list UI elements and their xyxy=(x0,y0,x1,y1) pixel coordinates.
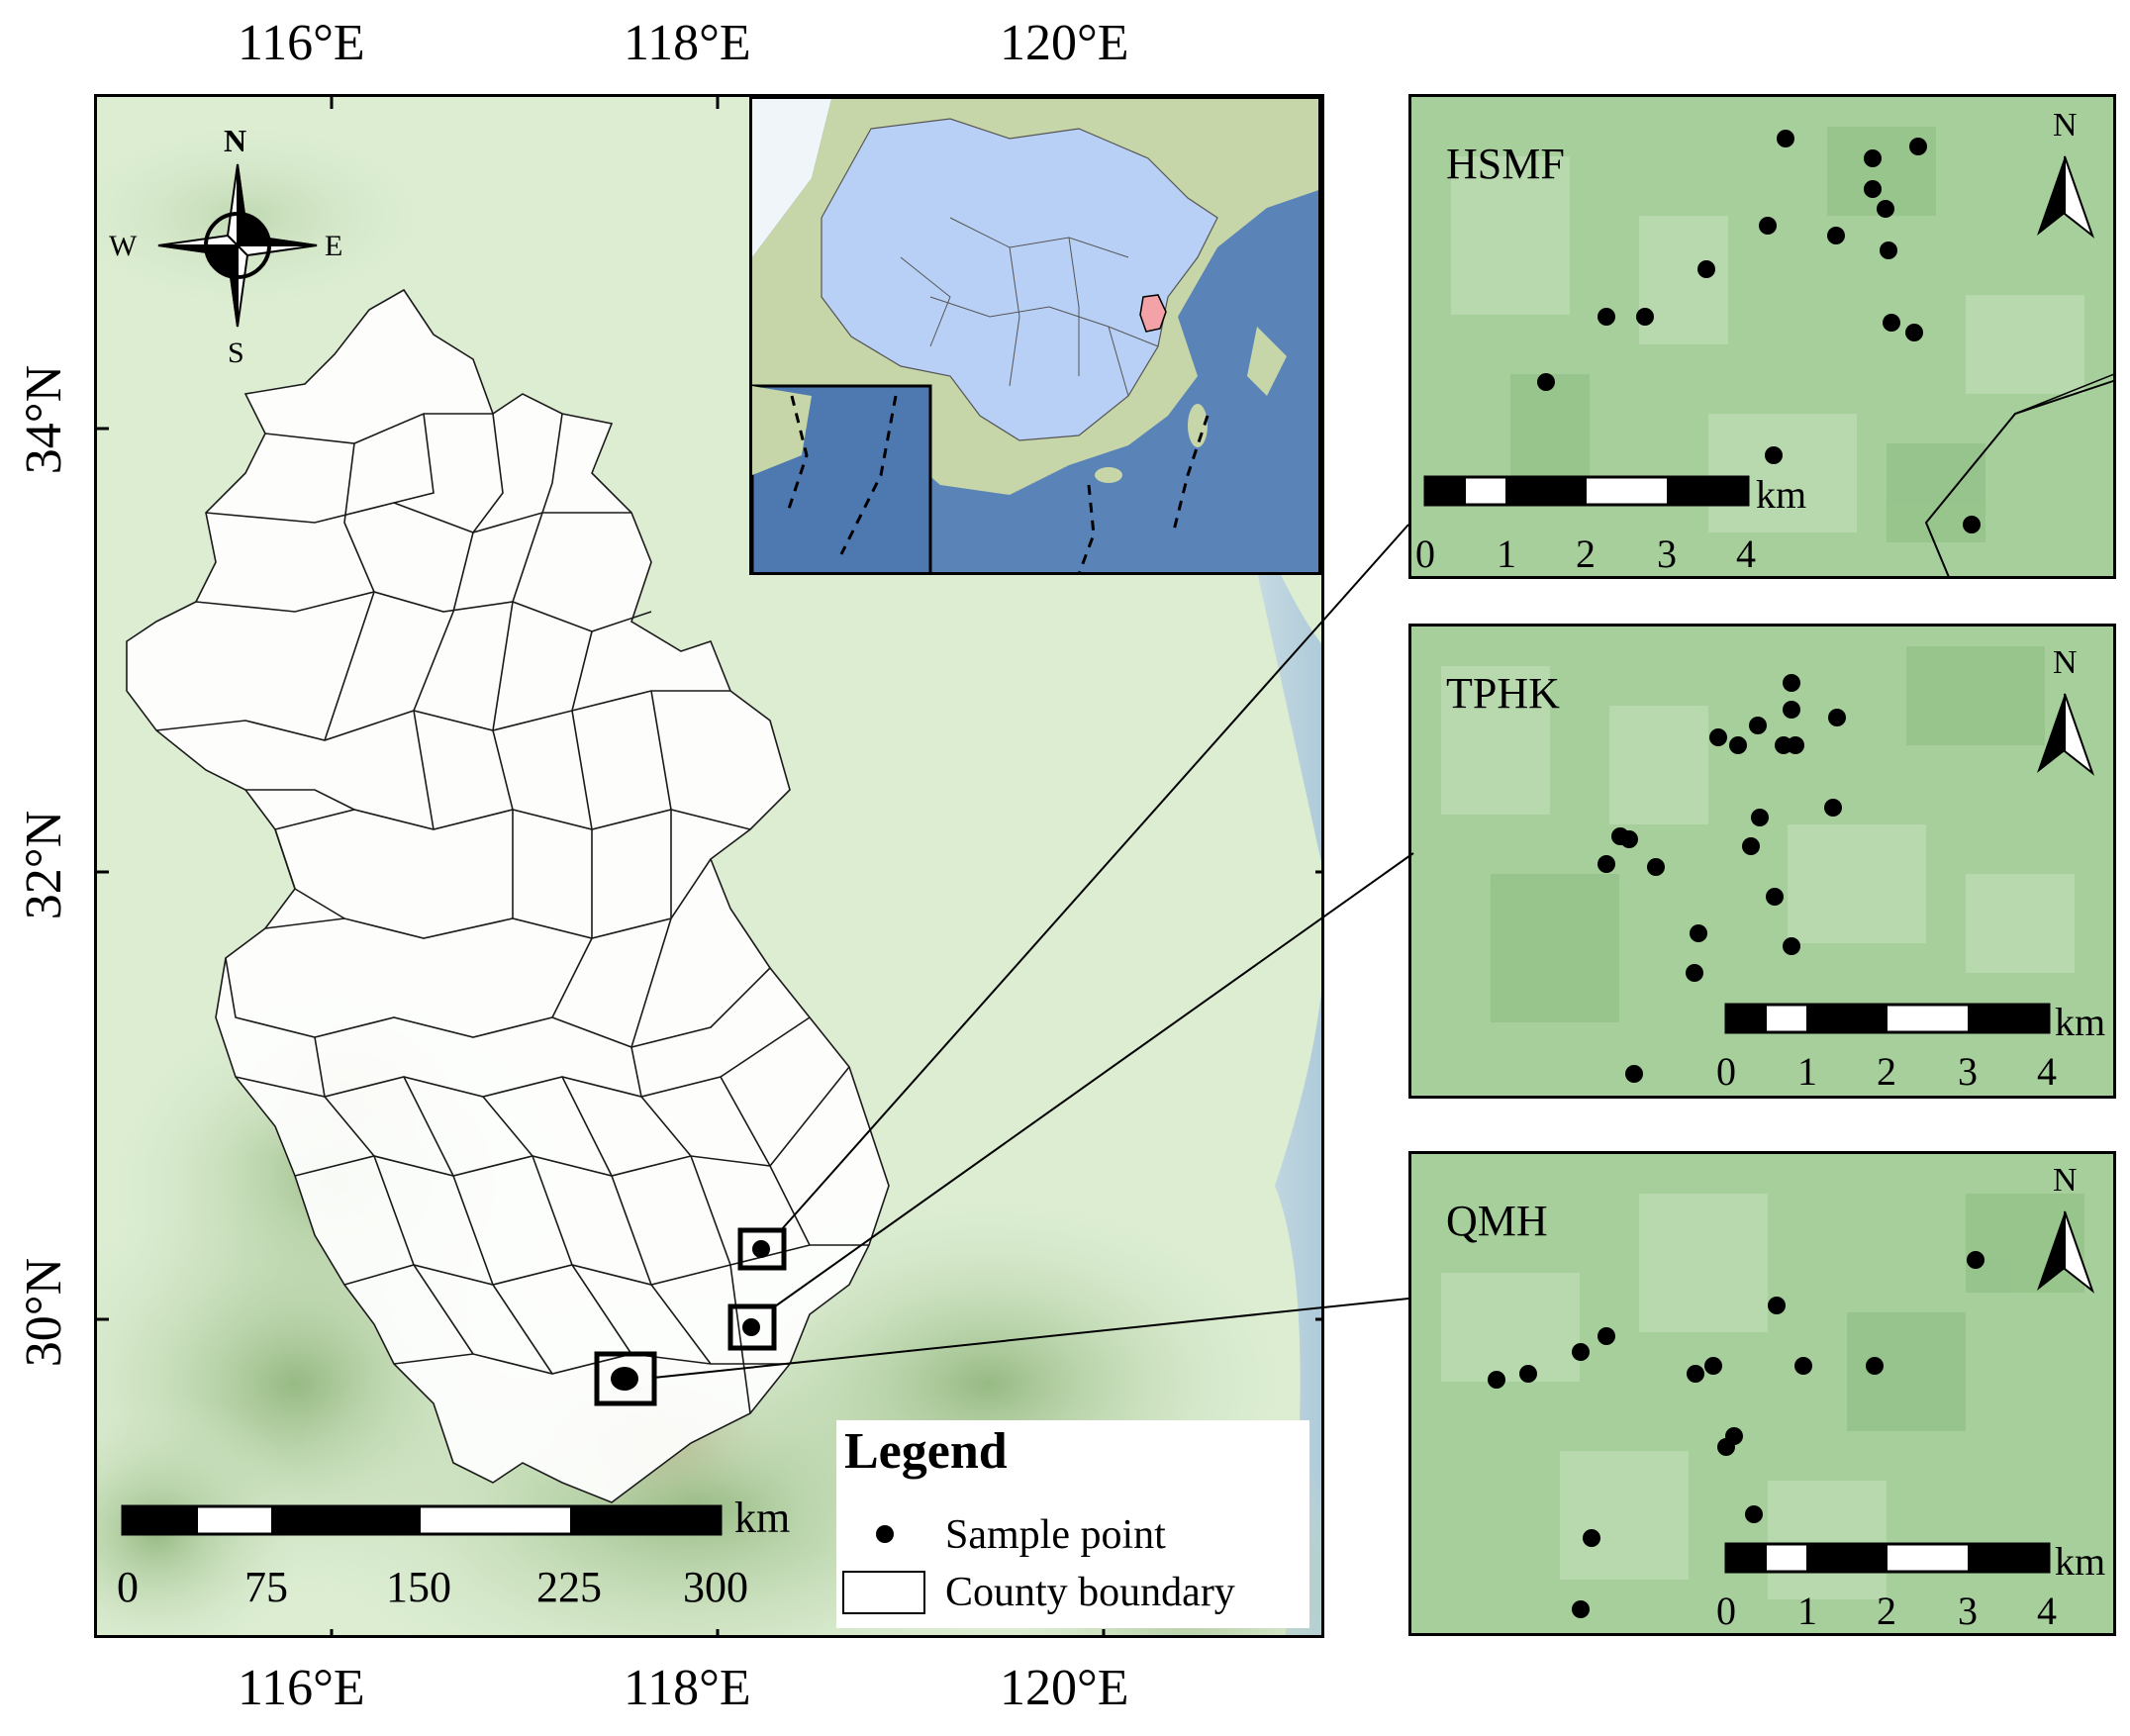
hsmf-scale-0: 0 xyxy=(1415,531,1435,576)
inset-map xyxy=(749,96,1321,575)
tphk-scale-unit: km xyxy=(2055,1000,2106,1044)
lon-label-top-118: 118°E xyxy=(624,15,751,71)
china-province-lines xyxy=(900,217,1159,397)
compass-w: W xyxy=(109,230,138,262)
main-scale-0: 0 xyxy=(117,1563,139,1611)
lon-label-bottom-116: 116°E xyxy=(238,1660,365,1716)
lon-label-bottom-118: 118°E xyxy=(624,1660,751,1716)
tphk-scale-1: 1 xyxy=(1797,1049,1817,1094)
panel-tphk: TPHK N km 0 1 2 3 4 xyxy=(1408,624,2116,1099)
north-arrow-icon-tphk xyxy=(2037,693,2095,776)
lat-label-34: 34°N xyxy=(16,364,72,475)
legend-label-county-boundary: County boundary xyxy=(945,1570,1235,1615)
main-scale-unit: km xyxy=(734,1494,791,1542)
legend-item-sample-point: Sample point xyxy=(836,1511,1302,1561)
panel-north-tphk: N xyxy=(2053,644,2078,681)
inset-map-canvas xyxy=(752,99,1318,572)
panel-hsmf: HSMF N km 0 1 2 3 4 xyxy=(1408,94,2116,579)
legend-title: Legend xyxy=(844,1423,1008,1480)
tphk-scale-2: 2 xyxy=(1877,1049,1896,1094)
legend-item-county-boundary: County boundary xyxy=(836,1569,1302,1618)
panel-tphk-canvas xyxy=(1411,627,2113,1096)
qmh-scale-4: 4 xyxy=(2037,1589,2057,1633)
panel-title-hsmf: HSMF xyxy=(1446,140,1565,188)
mountain-shade xyxy=(97,117,443,315)
sample-points-tphk xyxy=(1598,674,1846,1083)
dot-icon xyxy=(876,1525,894,1543)
qmh-scale-2: 2 xyxy=(1877,1589,1896,1633)
panel-qmh-canvas xyxy=(1411,1154,2113,1633)
compass-n: N xyxy=(224,123,247,158)
panel-qmh: QMH N km 0 1 2 3 4 xyxy=(1408,1151,2116,1636)
panel-title-tphk: TPHK xyxy=(1446,669,1560,718)
hsmf-scale-4: 4 xyxy=(1736,531,1756,576)
north-arrow-icon-hsmf xyxy=(2037,155,2095,239)
hsmf-scale-2: 2 xyxy=(1576,531,1596,576)
sample-points-hsmf xyxy=(1537,130,1981,533)
tphk-scale-3: 3 xyxy=(1958,1049,1978,1094)
tphk-scale-0: 0 xyxy=(1716,1049,1736,1094)
main-scale-300: 300 xyxy=(683,1563,748,1611)
qmh-scale-3: 3 xyxy=(1958,1589,1978,1633)
lat-label-32: 32°N xyxy=(16,810,72,920)
panel-title-qmh: QMH xyxy=(1446,1197,1548,1245)
main-scale-75: 75 xyxy=(244,1563,288,1611)
county-boundaries xyxy=(126,288,890,1503)
anhui-highlight xyxy=(1139,294,1167,333)
north-arrow-icon-qmh xyxy=(2037,1210,2095,1294)
site-marker-qmh xyxy=(611,1367,638,1391)
lat-label-30: 30°N xyxy=(16,1257,72,1368)
hsmf-scale-1: 1 xyxy=(1497,531,1516,576)
compass-icon xyxy=(157,163,318,328)
lon-label-top-120: 120°E xyxy=(1000,15,1129,71)
tphk-scale-4: 4 xyxy=(2037,1049,2057,1094)
main-scale-150: 150 xyxy=(386,1563,451,1611)
legend-label-sample-point: Sample point xyxy=(945,1512,1166,1558)
legend: Legend Sample point County boundary xyxy=(836,1420,1309,1628)
compass-rose: N S W E xyxy=(109,117,346,374)
site-box-qmh xyxy=(594,1351,657,1406)
rectangle-icon xyxy=(842,1571,925,1614)
site-marker-hsmf xyxy=(752,1240,770,1258)
lon-label-bottom-120: 120°E xyxy=(1000,1660,1129,1716)
qmh-scale-unit: km xyxy=(2055,1539,2106,1584)
panel-north-qmh: N xyxy=(2053,1162,2078,1199)
compass-e: E xyxy=(325,230,343,262)
site-marker-tphk xyxy=(742,1318,760,1336)
compass-s: S xyxy=(228,337,244,369)
main-scalebar: 0 75 150 225 300 km xyxy=(117,1494,790,1611)
hsmf-scale-unit: km xyxy=(1756,472,1807,517)
main-scale-225: 225 xyxy=(536,1563,602,1611)
hsmf-scale-3: 3 xyxy=(1657,531,1677,576)
sample-points-qmh xyxy=(1488,1251,1985,1618)
qmh-scale-1: 1 xyxy=(1797,1589,1817,1633)
panel-hsmf-canvas xyxy=(1411,97,2113,576)
panel-north-hsmf: N xyxy=(2053,107,2078,144)
qmh-scale-0: 0 xyxy=(1716,1589,1736,1633)
lon-label-top-116: 116°E xyxy=(238,15,365,71)
main-scalebar-bar xyxy=(121,1504,723,1536)
